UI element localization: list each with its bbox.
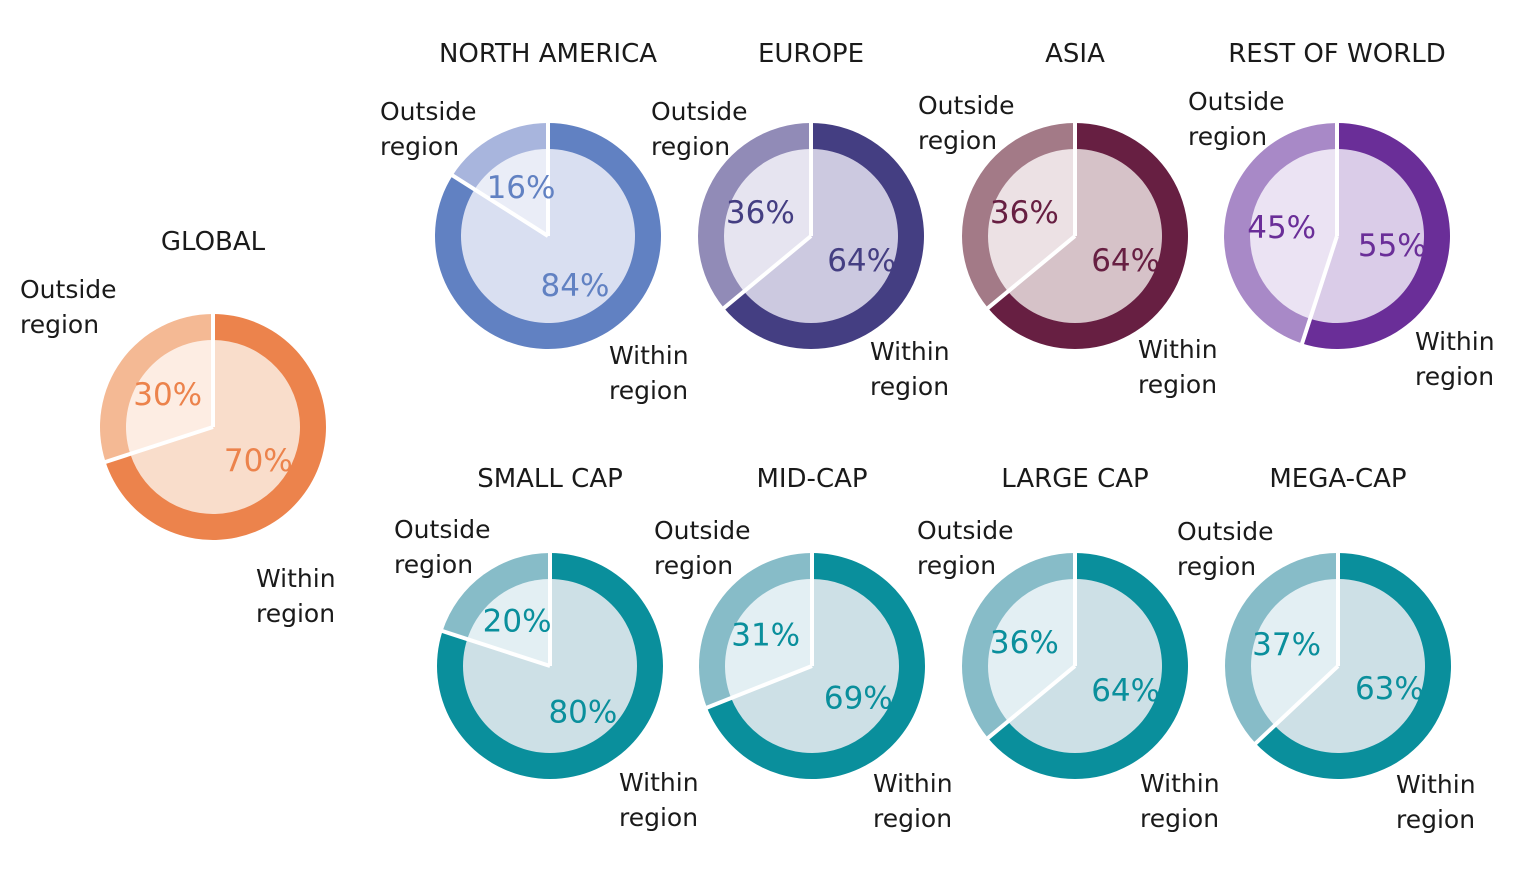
legend-label-within: Within region [870,337,950,401]
value-label-within: 64% [1091,673,1160,709]
value-label-outside: 31% [731,618,800,654]
chart-title: GLOBAL [161,227,266,257]
value-label-outside: 36% [726,195,795,231]
value-label-within: 69% [824,680,893,716]
divider-split [440,628,551,668]
value-label-outside: 45% [1247,210,1316,246]
legend-label-within: Within region [1396,770,1476,834]
divider-split [1299,235,1339,346]
value-label-within: 64% [827,243,896,279]
legend-label-within: Within region [1415,327,1495,391]
donut-asia: 64% 36% ASIA Outside region Within region [918,39,1218,399]
divider-split [1253,664,1340,746]
slice-within-inner [743,149,898,323]
divider-split [450,173,550,238]
chart-title: SMALL CAP [477,464,623,494]
legend-label-within: Within region [256,564,336,628]
value-label-outside: 16% [487,170,556,206]
slice-outside-inner [474,149,548,236]
donut-small-cap: 80% 20% SMALL CAP Outside region Within region [394,464,699,832]
value-label-within: 55% [1358,228,1427,264]
divider-split [705,664,813,710]
legend-label-outside: Outside region [654,516,751,580]
legend-label-outside: Outside region [380,97,477,161]
legend-label-outside: Outside region [918,91,1015,155]
legend-label-within: Within region [1138,335,1218,399]
legend-label-within: Within region [1140,769,1220,833]
value-label-within: 63% [1355,671,1424,707]
slice-within-inner [130,340,300,514]
slice-outside-inner [988,149,1075,292]
legend-label-within: Within region [609,341,689,405]
donut-mega-cap: 63% 37% MEGA-CAP Outside region Within region [1177,464,1476,834]
divider-split [985,234,1077,311]
legend-label-outside: Outside region [917,516,1014,580]
chart-title: MEGA-CAP [1269,464,1406,494]
legend-label-within: Within region [873,769,953,833]
donut-large-cap: 64% 36% LARGE CAP Outside region Within region [917,464,1220,833]
legend-label-outside: Outside region [1188,87,1285,151]
slice-outside-inner [125,339,213,454]
chart-title: EUROPE [758,39,864,69]
divider-split [985,664,1077,741]
chart-title: REST OF WORLD [1228,39,1446,69]
slice-outside-inner [988,579,1075,722]
slice-within-inner [1007,149,1162,323]
value-label-outside: 30% [133,377,202,413]
slice-within-inner [731,579,899,753]
value-label-within: 64% [1091,243,1160,279]
value-label-outside: 20% [483,604,552,640]
value-label-within: 84% [541,268,610,304]
slice-outside-inner [1250,149,1337,319]
value-label-within: 80% [548,694,617,730]
legend-label-outside: Outside region [394,515,491,579]
value-label-outside: 37% [1252,627,1321,663]
slice-outside-inner [1251,579,1338,726]
donut-rest-of-world: 55% 45% REST OF WORLD Outside region Within re… [1188,39,1495,391]
chart-title: NORTH AMERICA [439,39,657,69]
slice-within-inner [1274,579,1425,753]
value-label-outside: 36% [990,195,1059,231]
donut-north-america: 84% 16% NORTH AMERICA Outside region Within re… [380,39,689,405]
legend-label-outside: Outside region [20,275,117,339]
slice-within-inner [1007,579,1163,753]
chart-title: ASIA [1045,39,1105,69]
value-label-outside: 36% [990,625,1059,661]
chart-title: LARGE CAP [1001,464,1148,494]
donut-europe: 64% 36% EUROPE Outside region Within region [651,39,950,401]
value-label-within: 70% [224,443,293,479]
divider-split [721,234,813,311]
legend-label-within: Within region [619,768,699,832]
donut-global: 70% 30% GLOBAL Outside region Within region [20,227,336,628]
divider-split [103,425,214,465]
legend-label-outside: Outside region [1177,517,1274,581]
chart-title: MID-CAP [756,464,867,494]
slice-outside-inner [723,149,811,292]
slice-outside-inner [725,579,812,699]
legend-label-outside: Outside region [651,97,748,161]
